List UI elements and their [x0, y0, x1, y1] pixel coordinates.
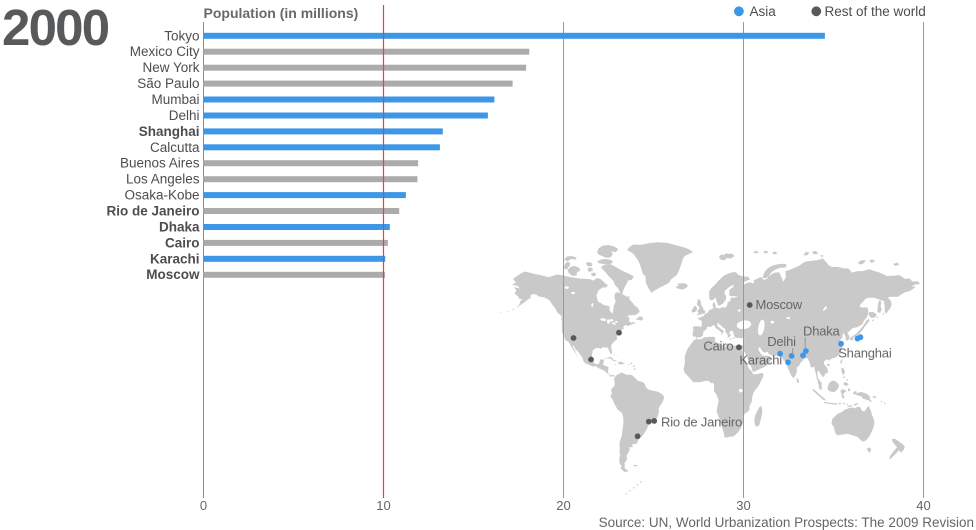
svg-text:Rio de Janeiro: Rio de Janeiro — [661, 415, 742, 430]
svg-text:Calcutta: Calcutta — [150, 140, 200, 155]
svg-text:Rio de Janeiro: Rio de Janeiro — [106, 204, 199, 219]
svg-text:0: 0 — [200, 498, 207, 513]
svg-text:Tokyo: Tokyo — [164, 28, 199, 43]
svg-text:Karachi: Karachi — [739, 352, 782, 367]
svg-text:Moscow: Moscow — [146, 267, 200, 282]
svg-text:Buenos Aires: Buenos Aires — [120, 156, 200, 171]
svg-text:Shanghai: Shanghai — [838, 346, 892, 361]
svg-text:Mumbai: Mumbai — [151, 92, 199, 107]
svg-text:Delhi: Delhi — [169, 108, 200, 123]
svg-text:New York: New York — [142, 60, 199, 75]
svg-text:2000: 2000 — [2, 0, 109, 56]
svg-text:Rest of the world: Rest of the world — [825, 4, 926, 19]
svg-text:Moscow: Moscow — [756, 297, 803, 312]
svg-text:Dhaka: Dhaka — [159, 220, 200, 235]
svg-text:Population (in millions): Population (in millions) — [204, 5, 359, 21]
svg-text:Source: UN, World Urbanization: Source: UN, World Urbanization Prospects… — [599, 515, 974, 530]
svg-text:20: 20 — [556, 498, 570, 513]
svg-text:São Paulo: São Paulo — [137, 76, 199, 91]
svg-text:Dhaka: Dhaka — [803, 324, 841, 339]
svg-text:Karachi: Karachi — [150, 251, 200, 266]
svg-text:Delhi: Delhi — [767, 334, 796, 349]
svg-text:30: 30 — [736, 498, 750, 513]
svg-text:Mexico City: Mexico City — [130, 44, 200, 59]
svg-text:Shanghai: Shanghai — [139, 124, 200, 139]
svg-text:40: 40 — [916, 498, 930, 513]
svg-text:Los Angeles: Los Angeles — [126, 172, 200, 187]
svg-text:Cairo: Cairo — [165, 235, 200, 250]
svg-text:10: 10 — [376, 498, 390, 513]
svg-text:Asia: Asia — [750, 4, 777, 19]
svg-text:Osaka-Kobe: Osaka-Kobe — [124, 188, 199, 203]
svg-text:Cairo: Cairo — [703, 339, 733, 354]
